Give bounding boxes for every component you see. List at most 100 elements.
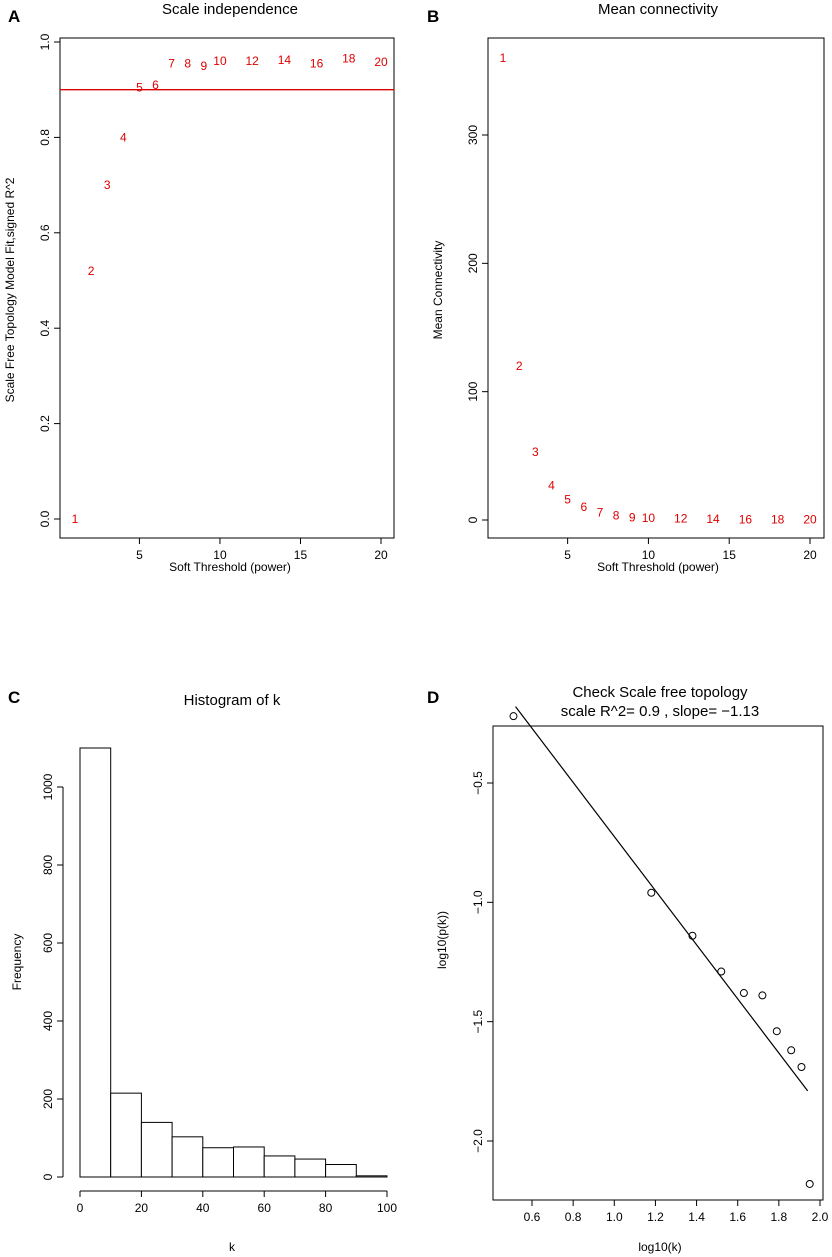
x-tick-label: 5	[564, 548, 571, 562]
data-point	[805, 1179, 814, 1188]
y-tick-label: −2.0	[471, 1129, 485, 1153]
x-tick-label: 40	[196, 1201, 210, 1215]
x-tick-label: 5	[136, 548, 143, 562]
fit-line	[515, 706, 809, 1092]
point-label: 3	[104, 178, 111, 192]
data-point	[758, 991, 767, 1000]
x-tick-label: 0.6	[524, 1210, 541, 1224]
histogram-bar	[79, 747, 112, 1178]
y-tick-label: 0.6	[38, 224, 52, 241]
x-tick-label: 20	[374, 548, 388, 562]
histogram-bar	[202, 1147, 235, 1178]
point-label: 4	[120, 130, 127, 144]
data-point	[509, 712, 518, 721]
chart-title: Mean connectivity	[598, 1, 719, 18]
y-tick-label: 200	[41, 1089, 55, 1109]
y-tick-label: 600	[41, 933, 55, 953]
data-point	[717, 967, 726, 976]
panel-letter-b: B	[427, 7, 439, 26]
histogram-bar	[263, 1155, 296, 1178]
point-label: 16	[310, 56, 324, 70]
x-tick-label: 1.4	[688, 1210, 705, 1224]
point-label: 2	[516, 359, 523, 373]
point-label: 1	[72, 512, 79, 526]
x-tick-label: 0	[77, 1201, 84, 1215]
x-tick-label: 100	[377, 1201, 397, 1215]
chart-title: Histogram of k	[184, 692, 281, 709]
point-label: 7	[597, 505, 604, 519]
y-tick-label: 0	[466, 516, 480, 523]
y-axis-label: Frequency	[10, 934, 24, 991]
x-tick-label: 60	[258, 1201, 272, 1215]
y-tick-label: 400	[41, 1011, 55, 1031]
panel-letter-d: D	[427, 688, 439, 707]
chart-subtitle: scale R^2= 0.9 , slope= −1.13	[561, 703, 759, 720]
x-tick-label: 1.6	[729, 1210, 746, 1224]
point-label: 9	[629, 510, 636, 524]
x-tick-label: 20	[135, 1201, 149, 1215]
point-label: 10	[213, 54, 227, 68]
point-label: 12	[674, 512, 688, 526]
point-label: 16	[739, 512, 753, 526]
point-label: 2	[88, 264, 95, 278]
data-point	[688, 931, 697, 940]
x-tick-label: 2.0	[812, 1210, 829, 1224]
x-tick-label: 80	[319, 1201, 333, 1215]
y-tick-label: 800	[41, 855, 55, 875]
point-label: 6	[580, 500, 587, 514]
chart-title: Scale independence	[162, 1, 298, 18]
panel-letter-c: C	[8, 688, 20, 707]
point-label: 4	[548, 478, 555, 492]
chart-title: Check Scale free topology	[572, 684, 748, 701]
point-label: 6	[152, 78, 159, 92]
x-axis-label: Soft Threshold (power)	[597, 560, 719, 574]
point-label: 7	[168, 56, 175, 70]
data-point	[739, 989, 748, 998]
histogram-bar	[325, 1164, 357, 1178]
x-axis-label: Soft Threshold (power)	[169, 560, 291, 574]
y-tick-label: 1.0	[38, 33, 52, 50]
point-label: 20	[374, 55, 388, 69]
panel-a: A Scale independence Soft Threshold (pow…	[3, 1, 395, 574]
data-point	[797, 1063, 806, 1072]
histogram-bar	[110, 1092, 142, 1178]
point-label: 8	[184, 56, 191, 70]
x-tick-label: 10	[213, 548, 227, 562]
point-label: 14	[278, 53, 292, 67]
point-label: 14	[706, 512, 720, 526]
point-label: 9	[200, 59, 207, 73]
y-tick-label: 0	[41, 1173, 55, 1180]
data-point	[787, 1046, 796, 1055]
point-label: 5	[136, 80, 143, 94]
y-tick-label: 0.0	[38, 510, 52, 527]
y-tick-label: −1.5	[471, 1010, 485, 1034]
panel-d: D Check Scale free topology scale R^2= 0…	[427, 684, 829, 1254]
y-tick-label: 200	[466, 253, 480, 273]
plot-frame	[487, 37, 825, 539]
point-label: 1	[500, 51, 507, 65]
x-axis-label: k	[229, 1240, 236, 1254]
x-tick-label: 0.8	[565, 1210, 582, 1224]
y-tick-label: −1.0	[471, 890, 485, 914]
y-tick-label: 0.2	[38, 415, 52, 432]
histogram-bar	[355, 1175, 388, 1178]
y-tick-label: 100	[466, 381, 480, 401]
y-tick-label: 0.8	[38, 129, 52, 146]
histogram-bar	[233, 1146, 265, 1178]
y-tick-label: 1000	[41, 773, 55, 800]
y-tick-label: 300	[466, 125, 480, 145]
x-tick-label: 1.0	[606, 1210, 623, 1224]
plot-frame	[492, 725, 824, 1201]
panel-letter-a: A	[8, 7, 20, 26]
y-axis-label: Mean Connectivity	[431, 241, 445, 340]
y-tick-label: −0.5	[471, 771, 485, 795]
y-axis-label: Scale Free Topology Model Fit,signed R^2	[3, 177, 17, 402]
y-tick-label: 0.4	[38, 320, 52, 337]
plot-frame	[59, 37, 395, 539]
x-tick-label: 15	[294, 548, 308, 562]
point-label: 18	[771, 513, 785, 527]
point-label: 5	[564, 492, 571, 506]
x-tick-label: 10	[642, 548, 656, 562]
histogram-bar	[140, 1121, 173, 1178]
